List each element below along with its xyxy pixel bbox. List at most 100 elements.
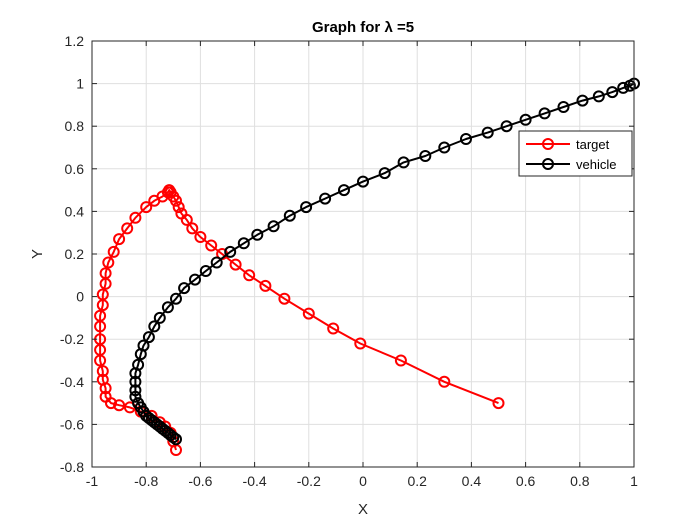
data-point-vehicle bbox=[606, 86, 619, 99]
data-point-target bbox=[492, 397, 505, 410]
data-point-target bbox=[394, 354, 407, 367]
data-point-vehicle bbox=[397, 156, 410, 169]
data-point-target bbox=[107, 245, 120, 258]
y-axis-label: Y bbox=[29, 249, 46, 259]
y-tick-label: 0.8 bbox=[65, 118, 85, 134]
data-point-target bbox=[175, 207, 188, 220]
data-point-target bbox=[94, 320, 107, 333]
chart-title: Graph for λ =5 bbox=[312, 19, 414, 36]
data-point-target bbox=[172, 201, 185, 214]
data-point-target bbox=[140, 201, 153, 214]
data-point-vehicle bbox=[617, 81, 630, 94]
data-point-target bbox=[186, 222, 199, 235]
data-point-target bbox=[105, 397, 117, 410]
series-layer bbox=[94, 77, 640, 456]
data-point-vehicle bbox=[210, 256, 223, 269]
data-point-vehicle bbox=[134, 348, 147, 361]
y-tick-label: -0.2 bbox=[60, 331, 84, 347]
data-point-vehicle bbox=[519, 113, 532, 126]
series-vehicle bbox=[129, 77, 640, 446]
y-tick-label: 0.2 bbox=[65, 246, 85, 262]
data-point-vehicle bbox=[538, 107, 551, 120]
data-point-target bbox=[96, 299, 109, 312]
data-point-vehicle bbox=[378, 167, 391, 180]
x-tick-label: -1 bbox=[86, 473, 99, 489]
x-tick-label: -0.8 bbox=[134, 473, 158, 489]
data-point-vehicle bbox=[438, 141, 451, 154]
data-point-target bbox=[302, 307, 315, 320]
data-point-target bbox=[278, 292, 291, 305]
data-point-vehicle bbox=[167, 431, 180, 444]
data-point-vehicle bbox=[592, 90, 605, 103]
data-point-vehicle bbox=[178, 282, 191, 295]
data-point-vehicle bbox=[557, 101, 570, 113]
y-tick-label: 0 bbox=[76, 289, 84, 305]
data-point-target bbox=[121, 222, 134, 235]
data-point-vehicle bbox=[224, 245, 237, 258]
legend-marker-target bbox=[542, 138, 554, 150]
y-tick-label: 0.6 bbox=[65, 161, 85, 177]
y-tick-label: 0.4 bbox=[65, 203, 85, 219]
x-tick-label: 0 bbox=[359, 473, 367, 489]
data-point-vehicle bbox=[300, 201, 313, 214]
data-point-vehicle bbox=[199, 265, 212, 277]
data-point-vehicle bbox=[161, 301, 174, 314]
x-tick-label: -0.4 bbox=[243, 473, 267, 489]
data-point-target bbox=[243, 269, 256, 282]
data-point-vehicle bbox=[460, 133, 472, 145]
data-point-vehicle bbox=[129, 384, 142, 397]
data-point-vehicle bbox=[129, 367, 142, 380]
x-tick-label: 0.2 bbox=[407, 473, 427, 489]
data-point-target bbox=[327, 322, 340, 335]
x-tick-label: -0.6 bbox=[188, 473, 212, 489]
data-point-vehicle bbox=[142, 331, 155, 344]
data-point-vehicle bbox=[500, 120, 513, 133]
y-tick-label: -0.8 bbox=[60, 459, 84, 475]
data-point-target bbox=[229, 258, 242, 271]
x-axis-label: X bbox=[358, 501, 368, 518]
data-point-vehicle bbox=[129, 375, 142, 388]
data-point-target bbox=[205, 239, 218, 252]
data-point-vehicle bbox=[283, 209, 296, 222]
x-tick-label: 0.8 bbox=[570, 473, 590, 489]
data-point-target bbox=[354, 337, 367, 350]
data-point-target bbox=[94, 354, 107, 367]
series-line-vehicle bbox=[134, 82, 635, 441]
y-tick-label: 1 bbox=[76, 76, 84, 92]
data-point-vehicle bbox=[319, 192, 332, 205]
data-point-vehicle bbox=[419, 150, 432, 162]
data-point-target bbox=[96, 365, 109, 378]
data-point-target bbox=[113, 399, 126, 412]
data-point-vehicle bbox=[237, 237, 250, 250]
data-point-target bbox=[259, 279, 272, 292]
x-tick-label: -0.2 bbox=[297, 473, 321, 489]
data-point-vehicle bbox=[170, 433, 182, 446]
data-point-vehicle bbox=[576, 94, 589, 107]
y-tick-label: 1.2 bbox=[65, 33, 85, 49]
data-point-vehicle bbox=[189, 273, 201, 286]
data-point-target bbox=[99, 277, 112, 290]
data-point-vehicle bbox=[251, 228, 264, 241]
tick-labels: -1 -0.8 -0.6 -0.4 -0.2 0 0.2 0.4 0.6 0.8 1-0.8-0.6… bbox=[60, 33, 638, 489]
data-point-target bbox=[438, 375, 451, 388]
legend: target vehicle bbox=[518, 130, 633, 177]
data-point-vehicle bbox=[623, 79, 636, 92]
data-point-vehicle bbox=[267, 220, 280, 233]
data-point-target bbox=[102, 256, 115, 269]
legend-box bbox=[518, 130, 633, 177]
legend-marker-vehicle bbox=[542, 158, 554, 170]
data-point-vehicle bbox=[170, 292, 182, 305]
legend-label-vehicle: vehicle bbox=[576, 157, 616, 172]
data-point-target bbox=[99, 382, 112, 395]
data-point-target bbox=[148, 194, 161, 207]
x-tick-label: 0.4 bbox=[462, 473, 482, 489]
data-point-vehicle bbox=[338, 184, 350, 197]
data-point-vehicle bbox=[357, 175, 369, 188]
data-point-target bbox=[129, 211, 142, 224]
data-point-vehicle bbox=[129, 390, 142, 403]
data-point-target bbox=[194, 231, 207, 243]
data-point-vehicle bbox=[153, 311, 166, 324]
ticks bbox=[91, 40, 635, 468]
